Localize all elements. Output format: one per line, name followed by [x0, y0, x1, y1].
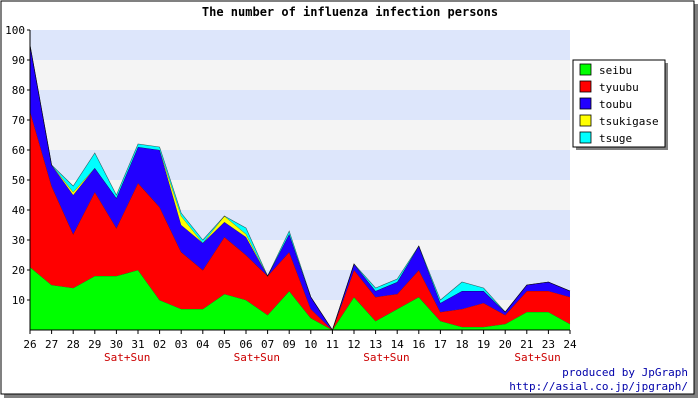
- y-tick-label: 20: [12, 264, 25, 277]
- x-tick-label: 10: [304, 338, 317, 351]
- x-tick-label: 11: [326, 338, 339, 351]
- legend-swatch-tsuge: [579, 131, 592, 144]
- x-tick-label: 07: [261, 338, 274, 351]
- weekend-labels: Sat+Sun Sat+Sun Sat+Sun Sat+Sun: [104, 351, 561, 364]
- grid-band: [30, 150, 570, 180]
- y-tick-label: 30: [12, 234, 25, 247]
- credit-line-2: http://asial.co.jp/jpgraph/: [509, 380, 688, 393]
- y-tick-label: 100: [5, 24, 25, 37]
- stacked-areas: [29, 44, 571, 331]
- legend: seibu tyuubu toubu tsukigase tsuge: [572, 59, 668, 150]
- y-tick-label: 90: [12, 54, 25, 67]
- legend-swatch-tyuubu: [579, 80, 592, 93]
- x-tick-labels: 26 27 28 29 30 31 02 03 04 05 06 07 09 10 11 12 13 14 16 17…: [23, 330, 577, 351]
- x-tick-label: 17: [434, 338, 447, 351]
- legend-label-tyuubu: tyuubu: [599, 81, 639, 94]
- x-tick-label: 13: [369, 338, 382, 351]
- x-tick-label: 24: [563, 338, 577, 351]
- x-tick-label: 06: [239, 338, 252, 351]
- credit-line-1: produced by JpGraph: [562, 366, 688, 379]
- x-tick-label: 23: [542, 338, 555, 351]
- x-tick-label: 30: [110, 338, 123, 351]
- y-tick-label: 80: [12, 84, 25, 97]
- y-tick-label: 50: [12, 174, 25, 187]
- y-tick-labels: 10 20 30 40 50 60 70 80 90 100: [5, 24, 30, 307]
- y-tick-label: 40: [12, 204, 25, 217]
- legend-label-tsukigase: tsukigase: [599, 115, 659, 128]
- grid-band: [30, 120, 570, 150]
- area-seibu: [30, 267, 570, 330]
- grid-band: [30, 30, 570, 60]
- grid-band: [30, 90, 570, 120]
- area-outline-tsuge: [29, 44, 571, 331]
- x-tick-label: 03: [175, 338, 188, 351]
- x-tick-label: 21: [520, 338, 533, 351]
- chart-title: The number of influenza infection person…: [202, 5, 498, 19]
- x-tick-label: 29: [88, 338, 101, 351]
- legend-label-seibu: seibu: [599, 64, 632, 77]
- area-toubu: [30, 45, 570, 330]
- weekend-label: Sat+Sun: [363, 351, 409, 364]
- x-tick-label: 20: [499, 338, 512, 351]
- x-tick-label: 09: [283, 338, 296, 351]
- weekend-label: Sat+Sun: [234, 351, 280, 364]
- x-tick-label: 04: [196, 338, 210, 351]
- x-tick-label: 05: [218, 338, 231, 351]
- x-tick-label: 28: [67, 338, 80, 351]
- x-tick-label: 14: [391, 338, 405, 351]
- legend-swatch-seibu: [579, 63, 592, 76]
- y-tick-label: 70: [12, 114, 25, 127]
- y-tick-label: 10: [12, 294, 25, 307]
- x-tick-label: 16: [412, 338, 425, 351]
- legend-swatch-toubu: [579, 97, 592, 110]
- x-tick-label: 18: [455, 338, 468, 351]
- weekend-label: Sat+Sun: [514, 351, 560, 364]
- grid-band: [30, 60, 570, 90]
- weekend-label: Sat+Sun: [104, 351, 150, 364]
- x-tick-label: 19: [477, 338, 490, 351]
- legend-label-toubu: toubu: [599, 98, 632, 111]
- x-tick-label: 26: [23, 338, 36, 351]
- legend-label-tsuge: tsuge: [599, 132, 632, 145]
- x-tick-label: 02: [153, 338, 166, 351]
- y-tick-label: 60: [12, 144, 25, 157]
- x-tick-label: 27: [45, 338, 58, 351]
- area-tyuubu: [30, 111, 570, 330]
- x-tick-label: 12: [347, 338, 360, 351]
- legend-items: seibu tyuubu toubu tsukigase tsuge: [579, 63, 659, 145]
- legend-swatch-tsukigase: [579, 114, 592, 127]
- x-tick-label: 31: [131, 338, 144, 351]
